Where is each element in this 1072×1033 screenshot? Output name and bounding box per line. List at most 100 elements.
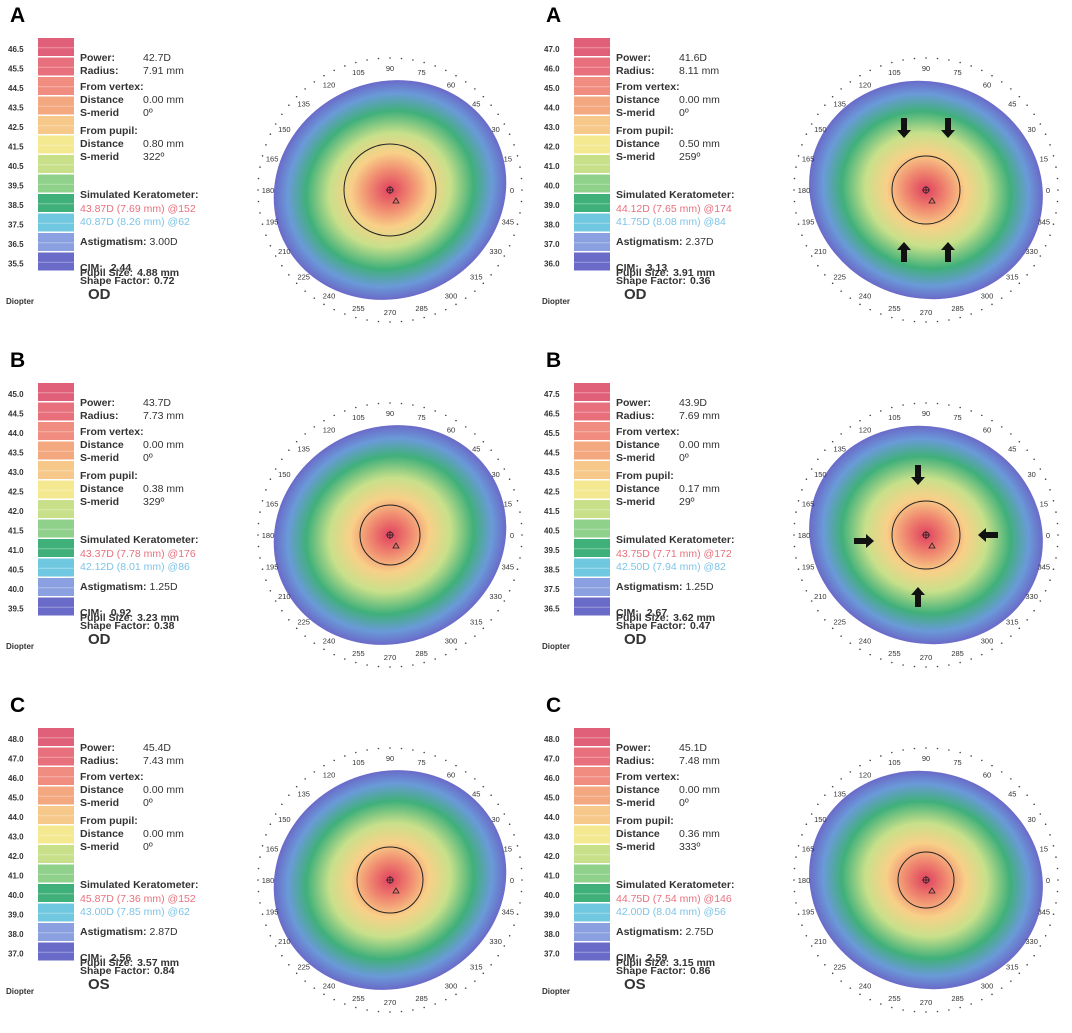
meridian-tick <box>824 794 826 796</box>
meridian-tick <box>991 419 993 422</box>
radius-row: Radius: 7.73 mm <box>80 410 184 423</box>
meridian-tick <box>464 987 467 989</box>
stat-value: 333º <box>679 841 701 853</box>
meridian-label: 135 <box>297 790 310 799</box>
stat-label: Distance <box>80 828 124 840</box>
meridian-tick <box>265 144 267 146</box>
shape-factor-row: Shape Factor: 0.36 <box>616 275 710 288</box>
meridian-tick <box>980 998 983 1001</box>
from-vertex-heading: From vertex: <box>616 771 680 784</box>
meridian-tick <box>259 902 261 904</box>
meridian-tick <box>366 404 368 406</box>
meridian-tick <box>389 57 391 59</box>
meridian-tick <box>513 579 515 581</box>
vertex-distance-row: Distance 0.00 mm <box>616 439 720 452</box>
vertex-distance-row: Distance 0.00 mm <box>80 439 184 452</box>
meridian-label: 120 <box>859 425 872 434</box>
scale-band <box>38 96 74 115</box>
scale-tick-label: 39.5 <box>8 181 24 190</box>
eye-label: OD <box>88 286 111 303</box>
scale-tick-label: 42.0 <box>8 507 24 516</box>
scale-band <box>574 461 610 479</box>
meridian-tick <box>810 468 813 470</box>
meridian-label: 165 <box>802 844 815 853</box>
stat-label: Pupil Size: <box>80 957 134 969</box>
meridian-label: 150 <box>814 815 827 824</box>
meridian-tick <box>323 648 325 651</box>
meridian-tick <box>333 759 336 762</box>
meridian-tick <box>377 665 380 668</box>
scale-tick-label: 40.0 <box>544 891 560 900</box>
color-scale-bars: 45.0 44.5 44.0 43.5 43.0 42.5 42.0 41.5 41.0 40.5… <box>8 383 74 616</box>
meridian-tick <box>925 57 927 59</box>
meridian-tick <box>344 313 346 315</box>
meridian-tick <box>355 61 357 64</box>
meridian-tick <box>795 212 797 214</box>
stat-value: 4.88 mm <box>137 267 180 279</box>
scale-tick-label: 47.0 <box>544 754 560 763</box>
meridian-tick <box>455 419 457 422</box>
meridian-label: 225 <box>833 272 846 281</box>
stat-label: Distance <box>616 439 660 451</box>
scale-band <box>574 864 610 883</box>
meridian-tick <box>520 545 523 548</box>
stat-label: CIM: <box>616 952 639 964</box>
stat-label: From vertex: <box>80 81 144 93</box>
astigmatism-row: Astigmatism: 2.87D <box>80 926 178 939</box>
stat-value: 7.43 mm <box>143 755 184 767</box>
meridian-label: 285 <box>415 304 428 313</box>
meridian-label: 75 <box>953 413 961 422</box>
stat-label: CIM: <box>80 952 103 964</box>
meridian-label: 45 <box>1008 100 1016 109</box>
meridian-tick <box>859 74 861 77</box>
stat-label: From pupil: <box>616 470 674 482</box>
meridian-tick <box>323 993 325 996</box>
astigmatism-row: Astigmatism: 3.00D <box>80 236 178 249</box>
scale-band <box>38 38 74 56</box>
meridian-label: 210 <box>814 592 827 601</box>
pupil-center-marker <box>928 197 936 204</box>
meridian-tick <box>1018 440 1021 443</box>
meridian-tick <box>936 1010 939 1013</box>
meridian-tick <box>1000 297 1003 299</box>
meridian-tick <box>1056 177 1059 180</box>
shape-factor-row: Shape Factor: 0.47 <box>616 620 710 633</box>
meridian-tick <box>970 313 972 315</box>
meridian-label: 270 <box>384 998 397 1007</box>
meridian-tick <box>1018 282 1021 285</box>
meridian-tick <box>1057 534 1059 536</box>
stat-value: 2.67 <box>646 607 668 619</box>
meridian-label: 90 <box>386 409 394 418</box>
meridian-tick <box>269 934 272 937</box>
meridian-tick <box>1018 785 1021 788</box>
stat-value: 2.59 <box>646 952 668 964</box>
meridian-tick <box>849 771 852 773</box>
meridian-label: 150 <box>278 125 291 134</box>
pupil-distance-row: Distance 0.80 mm <box>80 138 184 151</box>
meridian-tick <box>797 223 800 225</box>
meridian-tick <box>840 778 842 780</box>
meridian-label: 330 <box>489 937 502 946</box>
meridian-label: 285 <box>415 649 428 658</box>
meridian-tick <box>795 511 797 513</box>
stat-label: Power: <box>616 52 652 64</box>
meridian-label: 105 <box>352 413 365 422</box>
scale-band <box>38 578 74 596</box>
meridian-tick <box>516 155 519 157</box>
scale-tick-label: 42.0 <box>8 852 24 861</box>
stat-label: Shape Factor: <box>616 275 687 287</box>
meridian-tick <box>925 1011 927 1013</box>
scale-tick-label: 37.0 <box>544 949 560 958</box>
scale-band <box>574 96 610 115</box>
meridian-tick <box>333 653 336 656</box>
stat-value: 0º <box>679 107 689 119</box>
meridian-label: 30 <box>1027 125 1035 134</box>
meridian-tick <box>925 321 927 323</box>
stat-value: 0.92 <box>110 607 132 619</box>
stat-label: Astigmatism: <box>616 236 683 248</box>
stat-value: 0.00 mm <box>679 439 720 451</box>
stat-value: 329º <box>143 496 165 508</box>
meridian-tick <box>281 954 283 957</box>
meridian-tick <box>482 972 485 975</box>
meridian-tick <box>503 600 506 602</box>
